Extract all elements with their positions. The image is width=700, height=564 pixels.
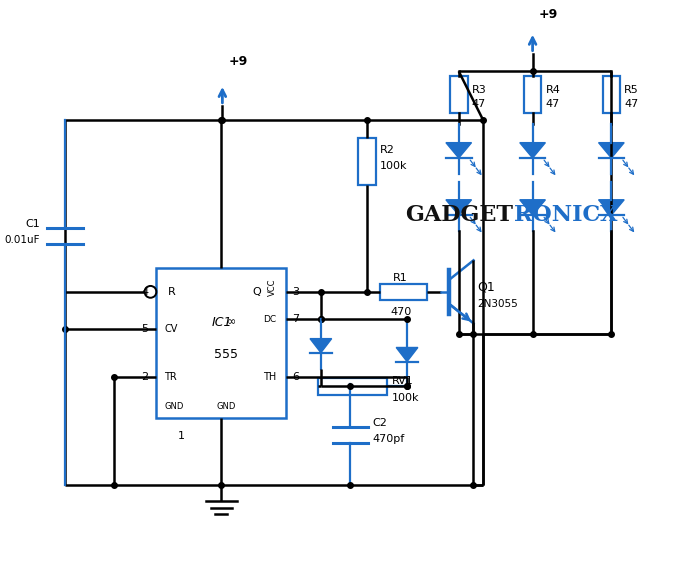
Polygon shape xyxy=(396,347,418,362)
Text: +9: +9 xyxy=(228,55,248,68)
Bar xyxy=(380,284,427,299)
Polygon shape xyxy=(446,143,472,158)
Text: C2: C2 xyxy=(372,418,387,428)
Polygon shape xyxy=(520,200,545,215)
Text: 1: 1 xyxy=(178,431,185,440)
Text: 6: 6 xyxy=(293,372,300,381)
Text: +9: +9 xyxy=(538,8,558,21)
Text: R2: R2 xyxy=(380,145,395,155)
Text: 4: 4 xyxy=(141,287,148,297)
Bar xyxy=(156,268,286,418)
Text: TR: TR xyxy=(164,372,177,381)
Polygon shape xyxy=(310,338,332,352)
Polygon shape xyxy=(446,200,472,215)
Text: 2N3055: 2N3055 xyxy=(477,299,518,309)
Text: R1: R1 xyxy=(393,273,408,283)
Text: C1: C1 xyxy=(25,219,40,229)
Text: 5: 5 xyxy=(141,324,148,334)
Text: R3: R3 xyxy=(472,85,486,95)
Text: Q1: Q1 xyxy=(477,280,495,293)
Text: 555: 555 xyxy=(214,349,238,362)
Bar xyxy=(450,76,468,113)
Text: 2: 2 xyxy=(141,372,148,381)
Text: GND: GND xyxy=(164,402,183,411)
Text: CV: CV xyxy=(164,324,178,334)
Text: 7: 7 xyxy=(293,314,300,324)
Text: 470: 470 xyxy=(390,307,412,316)
Text: Q: Q xyxy=(253,287,261,297)
Text: VCC: VCC xyxy=(267,278,276,296)
Text: 0.01uF: 0.01uF xyxy=(5,235,40,245)
Bar xyxy=(318,377,387,395)
Polygon shape xyxy=(520,143,545,158)
Text: 100k: 100k xyxy=(392,393,420,403)
Text: RONICX: RONICX xyxy=(514,204,617,226)
Text: 47: 47 xyxy=(472,99,486,109)
Text: 47: 47 xyxy=(624,99,638,109)
Bar xyxy=(358,138,376,184)
Text: GND: GND xyxy=(216,402,236,411)
Text: 100k: 100k xyxy=(380,161,407,171)
Text: ∞: ∞ xyxy=(226,318,236,327)
Bar xyxy=(524,76,541,113)
Text: GADGET: GADGET xyxy=(405,204,513,226)
Polygon shape xyxy=(598,200,624,215)
Text: R4: R4 xyxy=(545,85,560,95)
Text: 470pf: 470pf xyxy=(372,434,405,443)
Text: IC1: IC1 xyxy=(211,316,232,329)
Text: RV1: RV1 xyxy=(392,376,414,386)
Text: 3: 3 xyxy=(293,287,300,297)
Bar xyxy=(603,76,620,113)
Text: R5: R5 xyxy=(624,85,639,95)
Polygon shape xyxy=(598,143,624,158)
Text: 47: 47 xyxy=(545,99,559,109)
Text: DC: DC xyxy=(263,315,276,324)
Text: TH: TH xyxy=(263,372,276,381)
Text: R: R xyxy=(168,287,176,297)
